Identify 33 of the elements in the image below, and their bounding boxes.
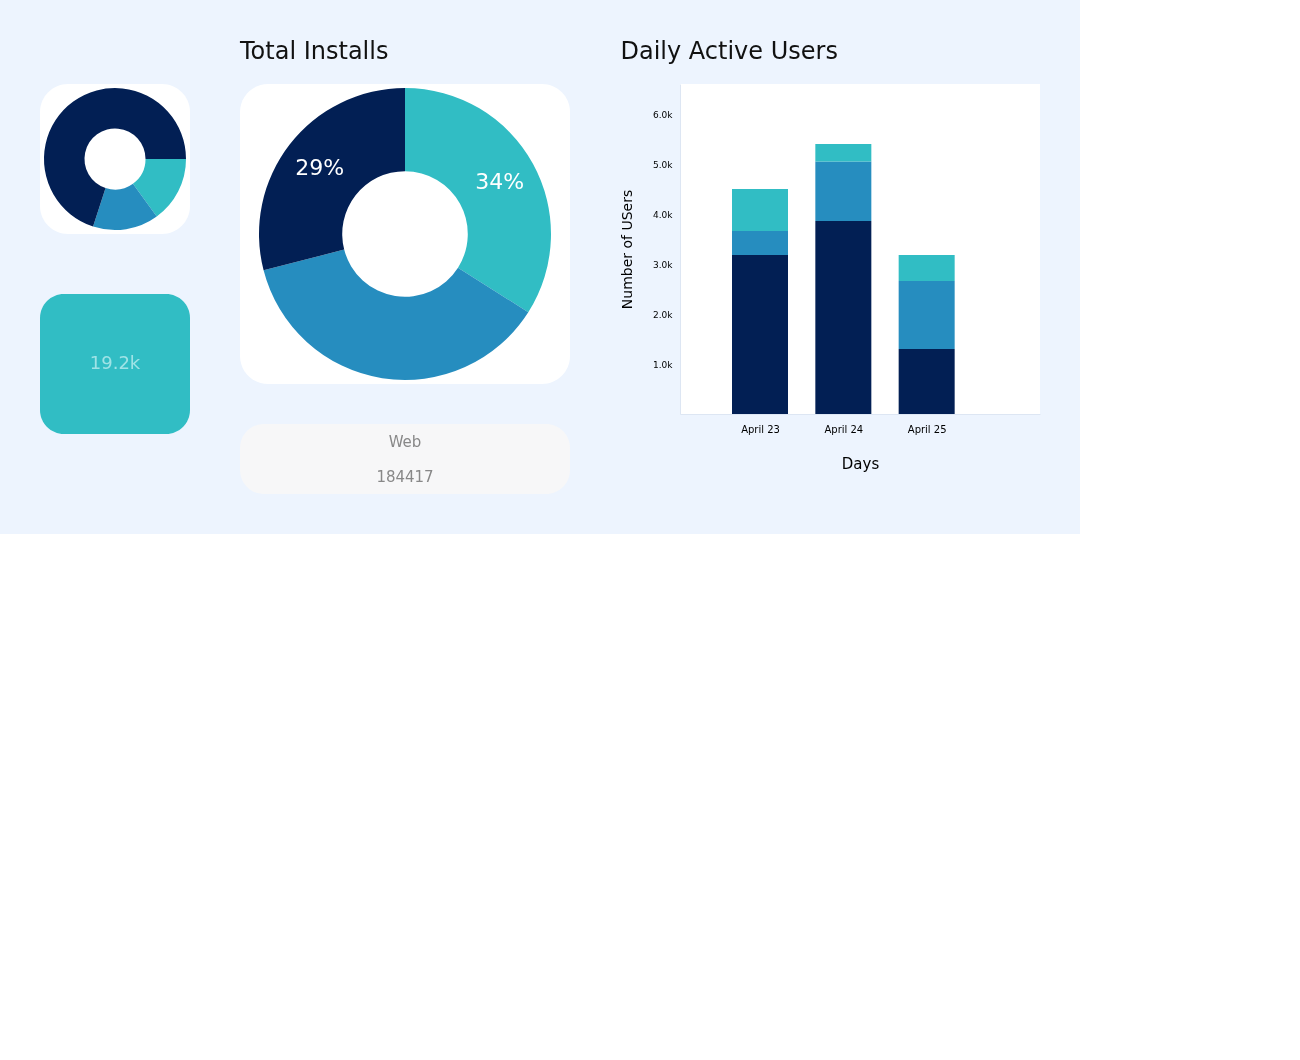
- donut-slice: [132, 159, 186, 217]
- y-tick-label: 2.0k: [652, 309, 674, 320]
- x-axis-title: Days: [841, 454, 880, 473]
- x-tick-label: April 25: [907, 423, 947, 435]
- chart-title: Daily Active Users: [620, 37, 838, 65]
- y-axis-title: Number of USers: [618, 189, 635, 310]
- bar: [815, 161, 872, 221]
- data-label: 29%: [295, 154, 345, 180]
- y-tick-label: 5.0k: [652, 159, 674, 170]
- x-tick-label: April 23: [741, 423, 780, 435]
- donut-slice: [405, 88, 551, 313]
- donut-slice: [44, 88, 186, 227]
- donut-slice: [93, 183, 157, 230]
- y-tick-label: 1.0k: [652, 359, 674, 370]
- bar: [898, 349, 955, 414]
- bar: [815, 144, 872, 162]
- bar: [815, 221, 872, 414]
- chart-title: Total Installs: [239, 37, 389, 65]
- text: 184417: [376, 467, 434, 486]
- bar: [732, 189, 788, 231]
- text: 19.2k: [89, 352, 141, 373]
- bar: [898, 255, 955, 281]
- x-tick-label: April 24: [824, 423, 864, 435]
- y-tick-label: 6.0k: [652, 109, 674, 120]
- donut-slice: [259, 88, 405, 271]
- y-tick-label: 4.0k: [652, 209, 674, 220]
- bar: [732, 255, 788, 414]
- bar: [898, 281, 955, 349]
- text: Web: [388, 432, 422, 451]
- donut-slice: [263, 249, 529, 380]
- bar: [732, 231, 788, 255]
- data-label: 34%: [475, 168, 525, 194]
- y-tick-label: 3.0k: [652, 259, 674, 270]
